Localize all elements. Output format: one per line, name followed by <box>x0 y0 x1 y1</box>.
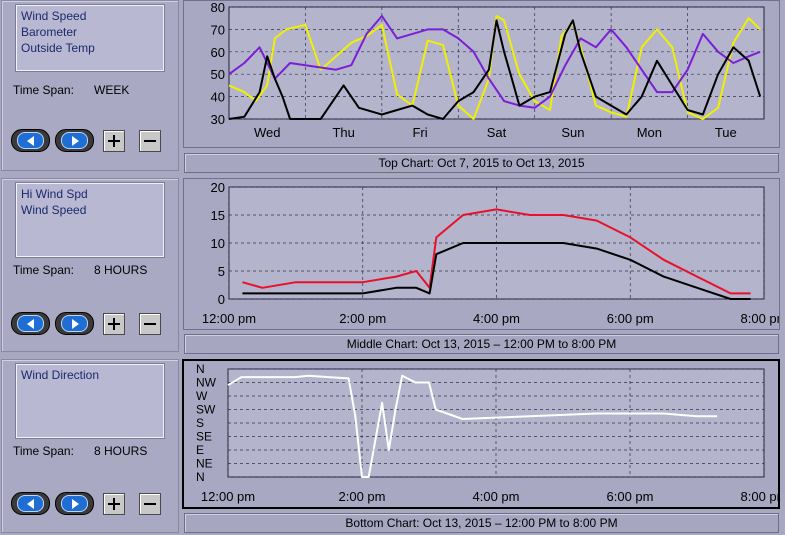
zoom-out-button[interactable] <box>139 313 161 335</box>
x-tick-label: Sun <box>561 125 584 140</box>
top-chart-legend[interactable]: Wind Speed Barometer Outside Temp <box>15 4 165 72</box>
minus-icon <box>144 503 156 505</box>
legend-item: Wind Speed <box>21 9 87 23</box>
x-tick-label: 4:00 pm <box>473 311 520 326</box>
bottom-chart[interactable]: N NW W SW S SE E NE N 12:00 pm 2:00 pm 4:00 pm 6:00 … <box>182 359 785 509</box>
legend-item: Hi Wind Spd <box>21 187 88 201</box>
time-span-label: Time Span: <box>13 263 74 277</box>
minus-icon <box>144 323 156 325</box>
time-span-value[interactable]: WEEK <box>94 83 130 97</box>
right-arrow-icon <box>71 318 79 329</box>
y-tick-label: NW <box>196 376 217 390</box>
x-tick-label: Mon <box>637 125 662 140</box>
plus-icon <box>108 135 120 147</box>
y-tick-label: 50 <box>211 67 225 82</box>
prev-button[interactable] <box>11 129 50 152</box>
top-chart-plot: 30 40 50 60 70 80 Wed Thu Fri Sat Sun Mon Tue <box>211 0 765 140</box>
y-tick-label: W <box>196 389 208 403</box>
x-tick-label: 6:00 pm <box>607 311 654 326</box>
y-tick-label: 40 <box>211 90 225 105</box>
bottom-chart-caption: Bottom Chart: Oct 13, 2015 – 12:00 PM to… <box>184 513 779 533</box>
y-tick-label: 15 <box>211 208 225 223</box>
time-span-label: Time Span: <box>13 444 74 458</box>
left-arrow-icon <box>26 498 34 509</box>
series-line <box>242 242 751 300</box>
y-tick-label: E <box>196 443 204 457</box>
right-arrow-icon <box>71 135 79 146</box>
zoom-in-button[interactable] <box>103 313 125 335</box>
next-button[interactable] <box>55 312 94 335</box>
x-tick-label: Thu <box>332 125 354 140</box>
x-tick-label: 12:00 pm <box>202 311 256 326</box>
y-tick-label: 70 <box>211 22 225 37</box>
series-line <box>227 374 718 478</box>
middle-chart-legend[interactable]: Hi Wind Spd Wind Speed <box>15 182 165 258</box>
top-chart-caption: Top Chart: Oct 7, 2015 to Oct 13, 2015 <box>184 153 779 173</box>
zoom-out-button[interactable] <box>139 493 161 515</box>
x-tick-label: 8:00 pm <box>741 489 778 504</box>
prev-button[interactable] <box>11 492 50 515</box>
y-tick-label: SE <box>196 430 212 444</box>
plus-icon <box>108 498 120 510</box>
y-tick-label: 60 <box>211 45 225 60</box>
zoom-out-button[interactable] <box>139 130 161 152</box>
x-tick-label: Fri <box>412 125 427 140</box>
bottom-chart-legend[interactable]: Wind Direction <box>15 363 165 439</box>
middle-chart-plot: 0 5 10 15 20 12:00 pm 2:00 pm 4:00 pm 6:00 pm 8:0… <box>202 180 785 326</box>
y-tick-label: 30 <box>211 112 225 127</box>
left-arrow-icon <box>26 318 34 329</box>
minus-icon <box>144 140 156 142</box>
series-line <box>228 19 762 120</box>
x-tick-label: 2:00 pm <box>339 311 386 326</box>
y-tick-label: 5 <box>218 264 225 279</box>
y-tick-label: N <box>196 470 205 484</box>
x-tick-label: Wed <box>254 125 281 140</box>
x-tick-label: 6:00 pm <box>607 489 654 504</box>
top-chart-settings-panel: Wind Speed Barometer Outside Temp Time S… <box>1 0 179 171</box>
y-tick-label: SW <box>196 403 216 417</box>
x-tick-label: 12:00 pm <box>201 489 255 504</box>
time-span-value[interactable]: 8 HOURS <box>94 444 148 458</box>
next-button[interactable] <box>55 129 94 152</box>
y-tick-label: N <box>196 362 205 376</box>
legend-item: Wind Direction <box>21 368 100 382</box>
zoom-in-button[interactable] <box>103 493 125 515</box>
x-tick-label: 2:00 pm <box>339 489 386 504</box>
y-tick-label: S <box>196 416 204 430</box>
legend-item: Barometer <box>21 25 78 39</box>
legend-item: Outside Temp <box>21 41 95 55</box>
x-tick-label: 8:00 pm <box>741 311 779 326</box>
series-line <box>228 15 761 120</box>
y-tick-label: 20 <box>211 180 225 195</box>
plus-icon <box>108 318 120 330</box>
bottom-chart-settings-panel: Wind Direction Time Span: 8 HOURS <box>1 359 179 533</box>
top-chart[interactable]: 30 40 50 60 70 80 Wed Thu Fri Sat Sun Mon Tue <box>183 0 780 148</box>
series-line <box>242 208 751 295</box>
right-arrow-icon <box>71 498 79 509</box>
y-tick-label: 0 <box>218 292 225 307</box>
time-span-value[interactable]: 8 HOURS <box>94 263 148 277</box>
x-tick-label: Tue <box>715 125 737 140</box>
time-span-label: Time Span: <box>13 83 74 97</box>
y-tick-label: 10 <box>211 236 225 251</box>
middle-chart[interactable]: 0 5 10 15 20 12:00 pm 2:00 pm 4:00 pm 6:00 pm 8:0… <box>183 178 785 330</box>
middle-chart-caption: Middle Chart: Oct 13, 2015 – 12:00 PM to… <box>184 334 779 354</box>
middle-chart-settings-panel: Hi Wind Spd Wind Speed Time Span: 8 HOUR… <box>1 178 179 352</box>
x-tick-label: 4:00 pm <box>473 489 520 504</box>
y-tick-label: 80 <box>211 1 225 15</box>
y-tick-label: NE <box>196 457 213 471</box>
left-arrow-icon <box>26 135 34 146</box>
legend-item: Wind Speed <box>21 203 87 217</box>
next-button[interactable] <box>55 492 94 515</box>
zoom-in-button[interactable] <box>103 130 125 152</box>
prev-button[interactable] <box>11 312 50 335</box>
x-tick-label: Sat <box>487 125 507 140</box>
